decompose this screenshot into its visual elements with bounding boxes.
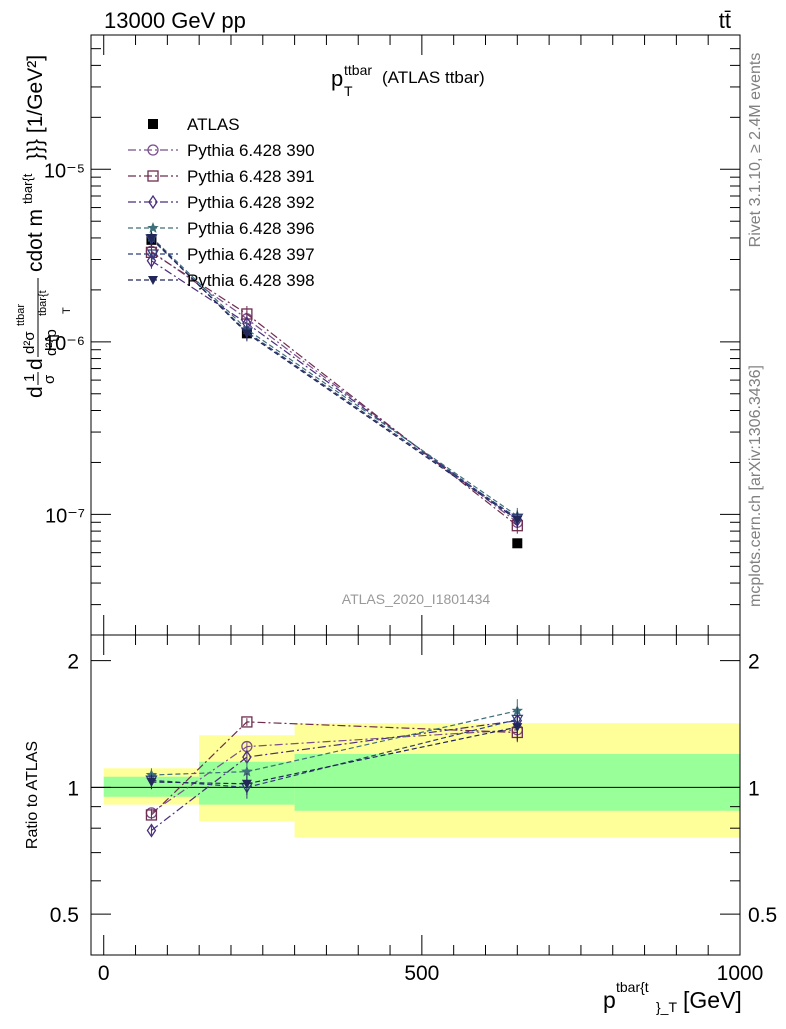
ratio-point bbox=[146, 777, 157, 787]
legend-label: Pythia 6.428 391 bbox=[187, 167, 315, 186]
ratio-series-line bbox=[151, 710, 518, 776]
uncertainty-band-green bbox=[294, 754, 740, 811]
xlabel-main: p bbox=[603, 987, 616, 1013]
data-point bbox=[146, 253, 157, 268]
plot-title-sub: T bbox=[344, 83, 353, 99]
legend-marker bbox=[146, 249, 160, 261]
ratio-y-tick-label-right: 1 bbox=[748, 777, 760, 800]
ylabel-frac2-den: d²{p bbox=[43, 329, 60, 356]
legend-label: Pythia 6.428 392 bbox=[187, 193, 315, 212]
ratio-point bbox=[145, 809, 158, 821]
ratio-y-tick-label: 0.5 bbox=[50, 904, 79, 927]
series-6 bbox=[146, 229, 523, 528]
ylabel-tail-end: }}} [1/GeV²] bbox=[24, 55, 47, 160]
legend-label: Pythia 6.428 390 bbox=[187, 141, 315, 160]
legend-marker bbox=[148, 276, 158, 285]
plot-title: p ttbar T (ATLAS ttbar) bbox=[331, 62, 485, 99]
ratio-y-axis-label: Ratio to ATLAS bbox=[24, 741, 41, 849]
legend-marker bbox=[148, 119, 158, 129]
ratio-series-line bbox=[151, 718, 518, 789]
ylabel-frac2-num: d²σ bbox=[21, 331, 38, 354]
xlabel-sub: }_T bbox=[656, 999, 677, 1015]
main-y-tick-label: 10⁻⁶ bbox=[44, 333, 85, 355]
legend: ATLAS Pythia 6.428 390 Pythia 6.428 391 Pyt… bbox=[128, 115, 315, 290]
ylabel-tail-sup: tbar{t bbox=[20, 173, 35, 204]
ylabel-frac2-num-sup: ttbar bbox=[15, 304, 27, 326]
ratio-point bbox=[241, 779, 252, 789]
x-tick-label: 0 bbox=[98, 962, 110, 985]
ylabel-lead: d bbox=[24, 386, 47, 398]
data-point bbox=[512, 538, 523, 549]
data-point bbox=[241, 329, 252, 339]
xlabel-unit: [GeV] bbox=[683, 987, 742, 1013]
main-y-tick-label: 10⁻⁷ bbox=[45, 505, 85, 527]
legend-marker bbox=[148, 194, 158, 210]
ylabel-frac2-den-sub: T bbox=[61, 307, 73, 314]
ratio-y-tick-label-right: 2 bbox=[748, 651, 760, 674]
xlabel-sup: tbar{t bbox=[616, 979, 649, 995]
ratio-series-5 bbox=[146, 714, 523, 795]
ratio-point bbox=[512, 723, 523, 733]
ylabel-frac1-num: 1 bbox=[21, 374, 38, 382]
plot-title-suffix: (ATLAS ttbar) bbox=[382, 68, 485, 87]
ratio-y-tick-label: 1 bbox=[67, 777, 79, 800]
series-line bbox=[150, 238, 518, 519]
mcplots-label: mcplots.cern.ch [arXiv:1306.3436] bbox=[747, 365, 764, 607]
main-y-axis-label: d 1 σ d d²σ ttbar d²{p tbar{t T cdot m t… bbox=[15, 55, 73, 398]
ratio-point bbox=[241, 716, 253, 728]
legend-label: ATLAS bbox=[187, 115, 240, 134]
ratio-panel: 0.5 0.5 1 1 2 2 0 500 1000 bbox=[50, 634, 777, 985]
main-y-tick-label: 10⁻⁵ bbox=[44, 160, 85, 182]
ratio-y-tick-label: 2 bbox=[67, 651, 79, 674]
main-panel: 10⁻⁷ 10⁻⁶ 10⁻⁵ bbox=[44, 34, 741, 636]
data-point bbox=[146, 233, 157, 243]
legend-marker bbox=[147, 170, 159, 182]
x-axis-label: p tbar{t }_T [GeV] bbox=[603, 979, 742, 1015]
legend-marker bbox=[147, 144, 159, 156]
analysis-watermark: ATLAS_2020_I1801434 bbox=[342, 591, 491, 607]
ratio-point bbox=[146, 823, 157, 838]
ylabel-frac1-den: σ bbox=[41, 374, 58, 384]
series-line bbox=[151, 251, 518, 527]
ratio-y-tick-label-right: 0.5 bbox=[748, 904, 777, 927]
series-3 bbox=[146, 252, 523, 528]
x-tick-label: 500 bbox=[404, 962, 439, 985]
ratio-frame bbox=[90, 634, 741, 956]
legend-label: Pythia 6.428 397 bbox=[187, 245, 315, 264]
ylabel-lead2: d bbox=[24, 358, 47, 370]
ylabel-tail: cdot m bbox=[24, 209, 47, 272]
series-line bbox=[150, 237, 518, 521]
rivet-label: Rivet 3.1.10, ≥ 2.4M events bbox=[747, 53, 764, 248]
legend-marker bbox=[147, 222, 159, 233]
plot-title-sup: ttbar bbox=[344, 62, 372, 78]
data-point bbox=[512, 515, 523, 525]
header-energy: 13000 GeV pp bbox=[104, 8, 246, 33]
legend-label: Pythia 6.428 398 bbox=[187, 271, 315, 290]
legend-label: Pythia 6.428 396 bbox=[187, 219, 315, 238]
plot-title-main: p bbox=[331, 66, 343, 91]
ratio-point bbox=[241, 765, 253, 777]
header-process: tt̄ bbox=[719, 8, 731, 33]
x-tick-label: 1000 bbox=[717, 962, 764, 985]
ylabel-frac2-den-sup: tbar{t bbox=[37, 290, 49, 316]
